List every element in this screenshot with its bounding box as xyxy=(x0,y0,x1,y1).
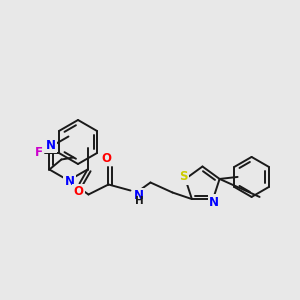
Text: S: S xyxy=(179,170,188,183)
Text: O: O xyxy=(74,185,83,198)
Text: N: N xyxy=(45,139,56,152)
Text: O: O xyxy=(101,152,112,165)
Text: N: N xyxy=(209,196,219,208)
Text: N: N xyxy=(64,175,74,188)
Text: F: F xyxy=(35,146,43,160)
Text: N: N xyxy=(134,189,143,202)
Text: H: H xyxy=(135,196,144,206)
